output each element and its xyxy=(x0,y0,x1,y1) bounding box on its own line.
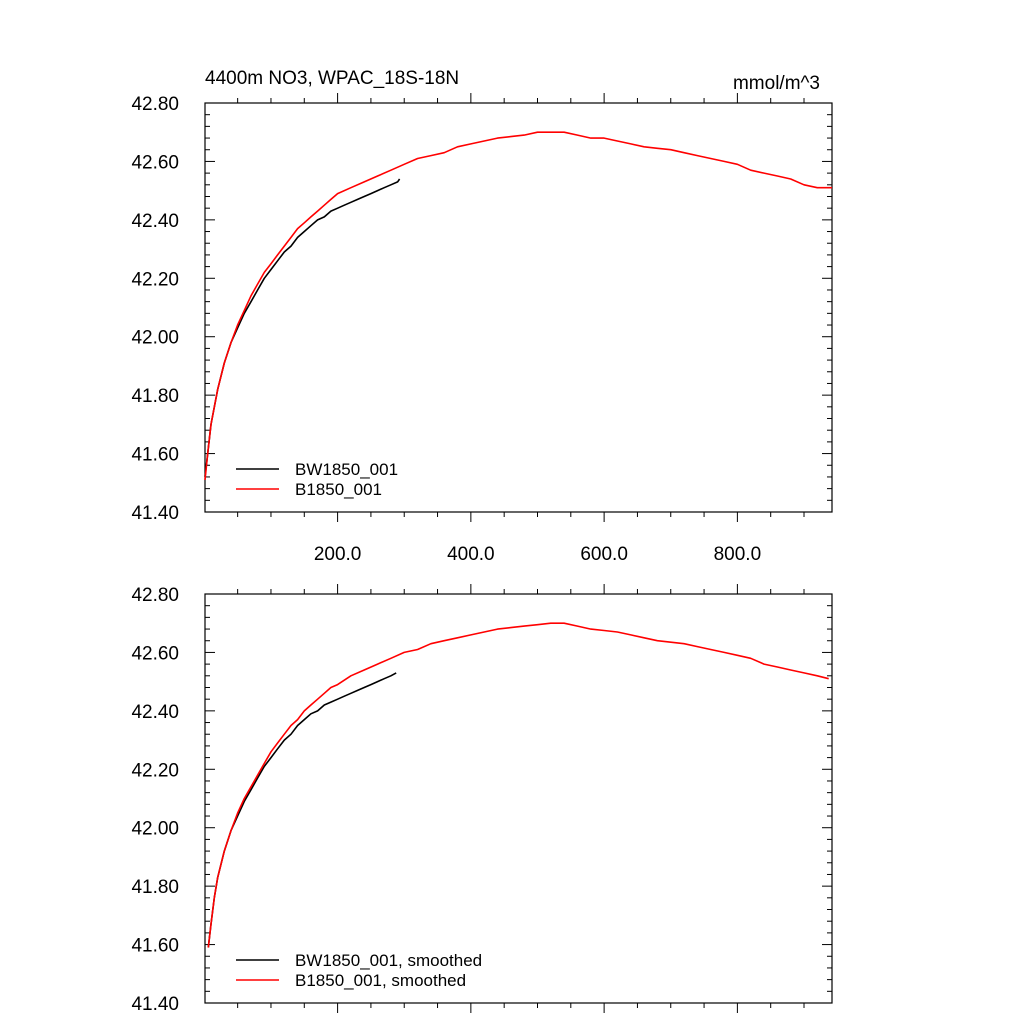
chart-title: 4400m NO3, WPAC_18S-18N xyxy=(205,68,459,89)
tick-group: 42.80 42.60 42.40 42.20 42.00 41.80 41.60 41.40 xyxy=(131,584,832,1015)
legend-label: BW1850_001, smoothed xyxy=(295,951,482,970)
series-line xyxy=(204,131,832,480)
series-line xyxy=(207,622,829,948)
y-tick-label: 41.80 xyxy=(131,386,179,407)
y-tick-label: 42.20 xyxy=(131,760,179,781)
y-tick-label: 42.20 xyxy=(131,269,179,290)
legend-label: BW1850_001 xyxy=(295,460,398,479)
series-group xyxy=(207,622,829,948)
x-tick-label: 800.0 xyxy=(714,544,762,565)
y-tick-label: 42.40 xyxy=(131,702,179,723)
plot-frame xyxy=(204,593,833,1004)
y-tick-label: 41.80 xyxy=(131,877,179,898)
units-label: mmol/m^3 xyxy=(733,73,820,94)
plot-frame xyxy=(204,102,833,513)
legend-label: B1850_001, smoothed xyxy=(295,971,466,990)
x-tick-label: 400.0 xyxy=(447,544,495,565)
y-tick-label: 41.60 xyxy=(131,936,179,957)
top-panel: 4400m NO3, WPAC_18S-18N mmol/m^3 42.8042… xyxy=(131,68,833,565)
y-tick-label: 42.60 xyxy=(131,152,179,173)
y-tick-label: 42.60 xyxy=(131,643,179,664)
x-tick-label: 600.0 xyxy=(580,544,628,565)
y-tick-label: 41.60 xyxy=(131,445,179,466)
y-tick-label: 41.40 xyxy=(131,994,179,1015)
y-tick-label: 42.80 xyxy=(131,94,179,115)
series-group xyxy=(204,131,832,480)
y-tick-label: 42.80 xyxy=(131,585,179,606)
y-tick-label: 41.40 xyxy=(131,503,179,524)
x-tick-label: 200.0 xyxy=(314,544,362,565)
y-tick-label: 42.00 xyxy=(131,328,179,349)
bottom-panel: 42.80 42.60 42.40 42.20 42.00 41.80 41.60 41.40… xyxy=(131,584,833,1015)
y-tick-label: 42.40 xyxy=(131,211,179,232)
y-tick-label: 42.00 xyxy=(131,819,179,840)
tick-group: 42.80 42.60 42.40 42.20 42.00 41.80 41.60 41.40… xyxy=(131,93,832,565)
legend-label: B1850_001 xyxy=(295,480,382,499)
